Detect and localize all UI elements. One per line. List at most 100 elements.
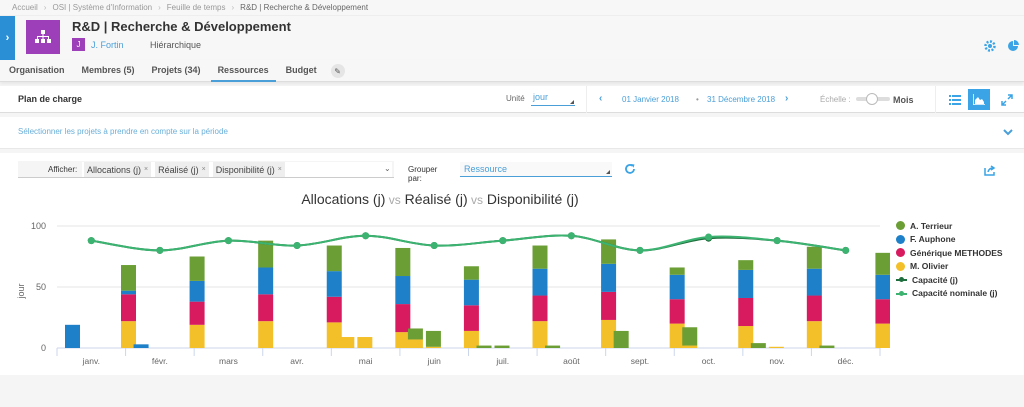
bar-segment[interactable] [532, 321, 548, 348]
bar-segment[interactable] [407, 339, 423, 348]
date-end[interactable]: 31 Décembre 2018 [707, 95, 776, 104]
bar-segment[interactable] [875, 299, 890, 324]
chevron-down-icon[interactable] [1002, 127, 1014, 137]
bar-segment[interactable] [189, 324, 205, 348]
bar-segment[interactable] [258, 240, 274, 268]
bar-segment[interactable] [425, 330, 441, 347]
sidebar-toggle-button[interactable]: › [0, 16, 15, 60]
bar-segment[interactable] [682, 345, 698, 348]
bar-segment[interactable] [258, 294, 274, 322]
breadcrumb-item[interactable]: OSI | Système d'Information [52, 3, 153, 12]
remove-tag-icon[interactable]: × [144, 166, 149, 173]
breadcrumb-item[interactable]: Feuille de temps [166, 3, 226, 12]
expand-button[interactable] [996, 89, 1018, 110]
bar-segment[interactable] [395, 247, 411, 277]
line-marker[interactable] [842, 246, 850, 254]
bar-segment[interactable] [875, 252, 890, 275]
bar-segment[interactable] [463, 330, 479, 348]
bar-segment[interactable] [425, 346, 441, 348]
line-marker[interactable] [705, 233, 713, 241]
previous-period-button[interactable]: ‹ [599, 93, 603, 104]
bar-segment[interactable] [682, 327, 698, 346]
bar-segment[interactable] [806, 295, 822, 322]
bar-segment[interactable] [395, 276, 411, 305]
bar-segment[interactable] [768, 346, 784, 348]
bar-segment[interactable] [463, 305, 479, 331]
bar-segment[interactable] [357, 337, 373, 348]
line-marker[interactable] [430, 242, 438, 250]
unit-select[interactable]: jour [531, 92, 575, 106]
chart-view-button[interactable] [968, 89, 990, 110]
bar-segment[interactable] [407, 328, 423, 340]
bar-segment[interactable] [738, 326, 754, 348]
group-by-select[interactable]: Ressource [460, 162, 612, 177]
bar-segment[interactable] [875, 274, 890, 300]
export-icon[interactable] [984, 164, 996, 176]
tab-ressources[interactable]: Ressources [210, 60, 276, 82]
remove-tag-icon[interactable]: × [277, 166, 282, 173]
breadcrumb-item[interactable]: Accueil [12, 3, 38, 12]
bar-segment[interactable] [806, 321, 822, 348]
bar-segment[interactable] [395, 304, 411, 333]
tab-budget[interactable]: Budget [285, 65, 317, 75]
scale-slider[interactable] [856, 93, 890, 105]
edit-tabs-icon[interactable]: ✎ [330, 64, 345, 78]
bar-segment[interactable] [326, 296, 342, 323]
bar-segment[interactable] [532, 295, 548, 322]
pie-chart-icon[interactable] [1007, 40, 1019, 52]
line-marker[interactable] [293, 242, 301, 250]
bar-segment[interactable] [494, 345, 510, 348]
tab-membres[interactable]: Membres (5) [81, 65, 135, 75]
bar-segment[interactable] [601, 263, 617, 292]
bar-segment[interactable] [738, 269, 754, 298]
bar-segment[interactable] [669, 267, 685, 275]
bar-segment[interactable] [601, 291, 617, 320]
line-marker[interactable] [636, 246, 644, 254]
bar-segment[interactable] [545, 345, 561, 348]
bar-segment[interactable] [532, 268, 548, 296]
bar-segment[interactable] [463, 266, 479, 280]
bar-segment[interactable] [326, 322, 342, 348]
bar-segment[interactable] [806, 246, 822, 269]
line-marker[interactable] [773, 237, 781, 245]
bar-segment[interactable] [669, 274, 685, 300]
tab-organisation[interactable]: Organisation [9, 65, 65, 75]
line-marker[interactable] [362, 232, 370, 240]
legend-item[interactable]: Générique METHODES [896, 246, 1003, 260]
next-period-button[interactable]: › [785, 93, 789, 104]
bar-segment[interactable] [133, 344, 149, 348]
line-marker[interactable] [87, 237, 95, 245]
bar-segment[interactable] [258, 321, 274, 348]
bar-segment[interactable] [738, 260, 754, 270]
bar-segment[interactable] [121, 294, 136, 322]
legend-item[interactable]: Capacité (j) [896, 273, 1003, 287]
bar-segment[interactable] [189, 280, 205, 302]
line-marker[interactable] [156, 246, 164, 254]
line-marker[interactable] [567, 232, 575, 240]
line-marker[interactable] [499, 237, 507, 245]
project-selector[interactable]: Sélectionner les projets à prendre en co… [0, 117, 1024, 149]
refresh-icon[interactable] [624, 163, 636, 175]
bar-segment[interactable] [476, 345, 492, 348]
bar-segment[interactable] [189, 256, 205, 281]
bar-segment[interactable] [669, 323, 685, 348]
legend-item[interactable]: Capacité nominale (j) [896, 287, 1003, 301]
list-view-button[interactable] [944, 89, 966, 110]
bar-segment[interactable] [613, 330, 629, 348]
tab-projets[interactable]: Projets (34) [151, 65, 201, 75]
bar-segment[interactable] [121, 265, 136, 291]
bar-segment[interactable] [601, 319, 617, 348]
bar-segment[interactable] [326, 245, 342, 272]
display-multiselect[interactable]: Afficher: Allocations (j) × Réalisé (j) × Di… [18, 161, 394, 178]
chevron-down-icon[interactable]: ⌄ [384, 164, 391, 173]
remove-tag-icon[interactable]: × [201, 166, 206, 173]
legend-item[interactable]: A. Terrieur [896, 219, 1003, 233]
bar-segment[interactable] [463, 279, 479, 306]
bar-segment[interactable] [669, 299, 685, 324]
bar-segment[interactable] [189, 301, 205, 325]
gear-icon[interactable] [984, 40, 996, 52]
bar-segment[interactable] [738, 297, 754, 327]
bar-segment[interactable] [258, 267, 274, 295]
bar-segment[interactable] [65, 324, 80, 348]
bar-segment[interactable] [395, 332, 411, 348]
